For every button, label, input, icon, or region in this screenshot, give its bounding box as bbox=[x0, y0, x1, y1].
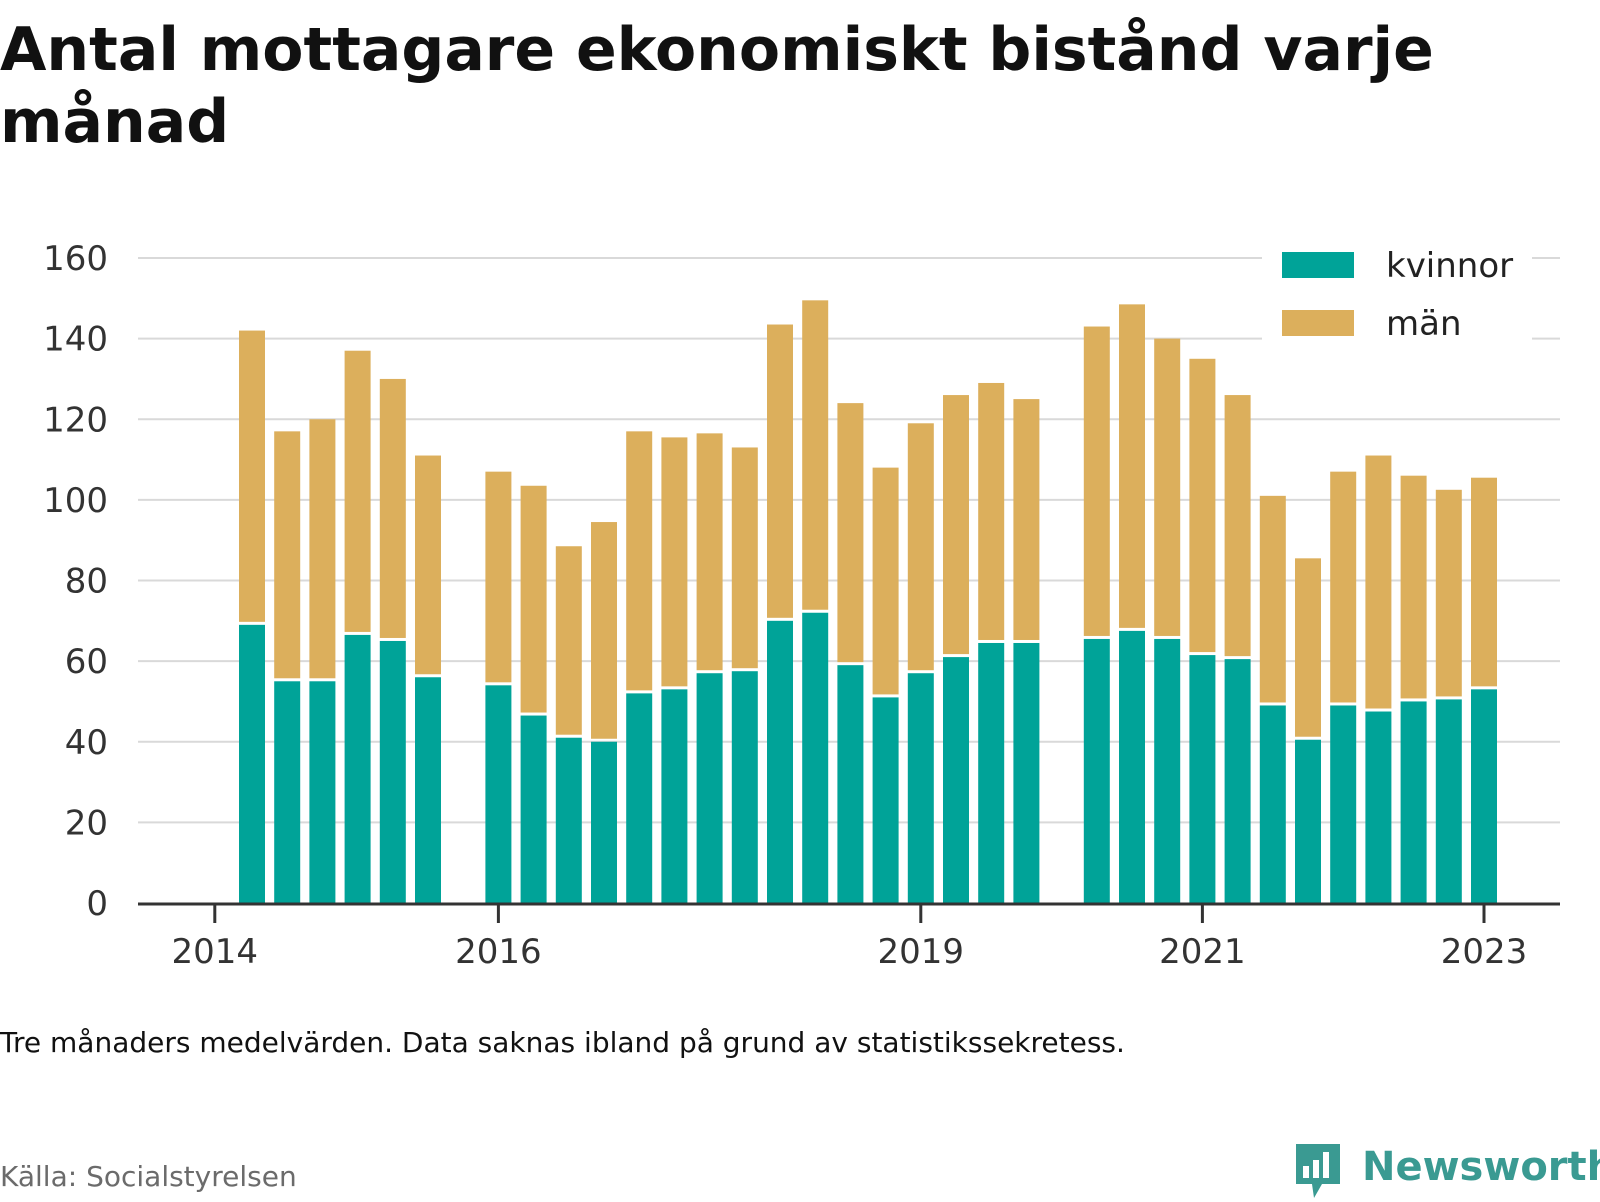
bar-kvinnor bbox=[1330, 705, 1357, 903]
bar-man bbox=[591, 522, 617, 739]
y-tick-label: 0 bbox=[86, 884, 108, 924]
source-label: Källa: Socialstyrelsen bbox=[0, 1160, 297, 1193]
bar-man bbox=[239, 330, 265, 622]
bar-chart-speech-bubble-icon bbox=[1296, 1144, 1340, 1198]
stacked-bar-chart: 0 20 40 60 80 100 120 140 160 2014 2016 2019 2021 202… bbox=[43, 238, 1560, 972]
bar-kvinnor bbox=[1154, 638, 1181, 903]
bar-man bbox=[1119, 304, 1145, 628]
brand-name: Newsworthy bbox=[1362, 1144, 1600, 1190]
bar-man bbox=[520, 485, 547, 713]
bar-man bbox=[872, 467, 899, 695]
bar-kvinnor bbox=[1365, 711, 1392, 903]
y-tick-label: 120 bbox=[43, 400, 108, 440]
bar-kvinnor bbox=[696, 673, 723, 903]
bar-man bbox=[1435, 489, 1462, 697]
y-tick-label: 80 bbox=[65, 562, 108, 602]
bar-kvinnor bbox=[872, 697, 899, 903]
bar-kvinnor bbox=[943, 657, 969, 903]
y-tick-label: 140 bbox=[43, 320, 108, 360]
y-tick-label: 20 bbox=[65, 803, 108, 843]
bar-kvinnor bbox=[520, 715, 547, 903]
bar-kvinnor bbox=[239, 624, 265, 903]
bar-kvinnor bbox=[626, 693, 653, 903]
bar-kvinnor bbox=[379, 640, 406, 903]
chart-note: Tre månaders medelvärden. Data saknas ib… bbox=[0, 1026, 1125, 1059]
bar-man bbox=[978, 382, 1005, 640]
bar-man bbox=[837, 403, 864, 663]
bar-man bbox=[696, 433, 723, 671]
y-tick-label: 40 bbox=[65, 723, 108, 763]
bar-kvinnor bbox=[802, 612, 829, 903]
bar-man bbox=[344, 350, 371, 632]
bar-man bbox=[555, 546, 582, 735]
bar-man bbox=[1471, 477, 1497, 687]
bar-kvinnor bbox=[415, 677, 441, 903]
y-tick-label: 100 bbox=[43, 481, 108, 521]
bar-man bbox=[661, 437, 688, 687]
y-tick-label: 60 bbox=[65, 642, 108, 682]
bar-man bbox=[731, 447, 758, 669]
bar-kvinnor bbox=[731, 671, 758, 903]
bar-man bbox=[943, 395, 969, 655]
legend-swatch-kvinnor bbox=[1282, 252, 1354, 278]
bar-kvinnor bbox=[555, 737, 582, 903]
bar-man bbox=[626, 431, 653, 691]
bar-kvinnor bbox=[1224, 659, 1251, 903]
bar-man bbox=[767, 324, 793, 618]
bar-kvinnor bbox=[837, 665, 864, 903]
bar-kvinnor bbox=[485, 685, 512, 903]
bar-man bbox=[1189, 358, 1216, 653]
legend-label: kvinnor bbox=[1386, 246, 1513, 286]
bar-kvinnor bbox=[1471, 689, 1497, 903]
bar-kvinnor bbox=[1295, 739, 1321, 903]
legend-label: män bbox=[1386, 304, 1462, 344]
chart-title: Antal mottagare ekonomiskt bistånd varje… bbox=[0, 15, 1434, 157]
bar-man bbox=[1295, 558, 1321, 737]
bar-man bbox=[1365, 455, 1392, 709]
bar-kvinnor bbox=[1083, 638, 1110, 903]
bar-man bbox=[1013, 399, 1040, 640]
bar-man bbox=[907, 423, 934, 671]
bar-kvinnor bbox=[1013, 642, 1040, 903]
bar-kvinnor bbox=[978, 642, 1005, 903]
bar-man bbox=[1330, 471, 1357, 703]
bar-kvinnor bbox=[591, 741, 617, 903]
bar-man bbox=[1224, 395, 1251, 657]
bar-kvinnor bbox=[309, 681, 336, 903]
bar-man bbox=[274, 431, 301, 679]
bar-man bbox=[415, 455, 441, 675]
bar-kvinnor bbox=[767, 620, 793, 903]
legend-swatch-man bbox=[1282, 310, 1354, 336]
bar-kvinnor bbox=[1435, 699, 1462, 903]
bar-man bbox=[1259, 495, 1286, 703]
bar-kvinnor bbox=[1189, 655, 1216, 903]
y-tick-label: 160 bbox=[43, 239, 108, 279]
bar-kvinnor bbox=[661, 689, 688, 903]
bar-kvinnor bbox=[1400, 701, 1427, 903]
bar-kvinnor bbox=[1259, 705, 1286, 903]
bar-man bbox=[1154, 338, 1181, 636]
bar-kvinnor bbox=[907, 673, 934, 903]
bar-man bbox=[1400, 475, 1427, 699]
x-tick-label: 2021 bbox=[1159, 932, 1246, 972]
bar-man bbox=[802, 300, 829, 610]
bar-man bbox=[1083, 326, 1110, 636]
bar-kvinnor bbox=[1119, 630, 1145, 903]
bar-man bbox=[379, 378, 406, 638]
newsworthy-logo: Newsworthy bbox=[1292, 1140, 1600, 1202]
bar-man bbox=[485, 471, 512, 683]
bar-kvinnor bbox=[344, 634, 371, 903]
x-tick-label: 2014 bbox=[172, 932, 259, 972]
x-tick-label: 2019 bbox=[878, 932, 965, 972]
x-tick-label: 2023 bbox=[1441, 932, 1528, 972]
x-tick-label: 2016 bbox=[455, 932, 542, 972]
bar-man bbox=[309, 419, 336, 679]
bar-kvinnor bbox=[274, 681, 301, 903]
